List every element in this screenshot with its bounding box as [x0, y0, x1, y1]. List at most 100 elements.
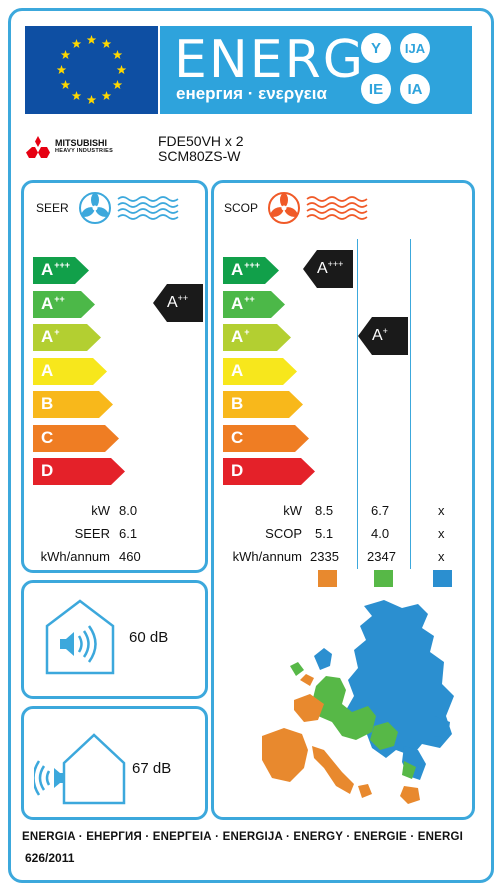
kwh-annum-value-warmer: 2335	[310, 549, 339, 564]
zone-swatch-average	[374, 570, 393, 587]
outdoor-noise-panel: 67 dB	[21, 706, 208, 820]
brand-line1: MITSUBISHI	[55, 138, 108, 148]
energy-class-arrow: D	[223, 458, 315, 485]
energy-header: ENERG енергия · ενεργεια Y IJA IE IA	[160, 26, 472, 114]
indoor-speaker-icon	[45, 599, 115, 675]
brand: MITSUBISHI HEAVY INDUSTRIES	[25, 136, 113, 158]
regulation-number: 626/2011	[25, 851, 75, 865]
scop-value-average: 4.0	[371, 526, 390, 541]
scop-rating-label: A+++	[317, 259, 344, 277]
eu-star	[86, 95, 97, 105]
energy-class-arrow: A	[223, 357, 297, 385]
energy-class-label: B	[41, 394, 54, 413]
energy-class-label: A++	[41, 293, 65, 313]
suffix-badge: IJA	[400, 33, 430, 63]
eu-flag	[25, 26, 158, 114]
kw-label: kW	[283, 503, 302, 518]
indoor-noise-panel: 60 dB	[21, 580, 208, 699]
model-names: FDE50VH x 2 SCM80ZS-W	[158, 134, 244, 164]
europe-climate-map-icon	[262, 600, 454, 804]
scop-title: SCOP	[224, 201, 259, 215]
seer-value: 6.1	[119, 526, 138, 541]
zone-divider	[357, 239, 358, 569]
scop-rating-tag-average: A+	[358, 317, 408, 355]
eu-star	[71, 90, 82, 101]
eu-star	[86, 35, 97, 45]
energy-class-arrow: A+++	[223, 257, 279, 284]
energy-class-arrow: A	[33, 357, 107, 385]
kwh-annum-label: kWh/annum	[232, 549, 302, 564]
energy-class-label: A	[231, 360, 244, 380]
heating-panel: SCOP A+++ A++ A+ A B C D A+++ A+ kW 8.5 6.7 x …	[211, 180, 475, 820]
zone-swatch-colder	[433, 570, 452, 587]
fan-cooling-icon	[79, 192, 179, 224]
brand-line2: HEAVY INDUSTRIES	[55, 148, 114, 154]
energy-class-label: A++	[231, 293, 255, 313]
kwh-annum-value-average: 2347	[367, 549, 396, 564]
suffix-badge: IA	[400, 74, 430, 104]
kwh-annum-label: kWh/annum	[40, 549, 110, 564]
scop-value-colder: x	[438, 526, 445, 541]
fan-heating-icon	[268, 192, 368, 224]
eu-star	[112, 80, 123, 90]
energy-class-arrow: B	[33, 391, 113, 418]
energy-class-arrow: A+	[33, 324, 101, 351]
scop-rating-tag-warmer: A+++	[303, 250, 353, 288]
energy-class-label: D	[41, 461, 54, 480]
kw-value: 8.0	[119, 503, 138, 518]
seer-rating-label: A++	[167, 293, 189, 311]
eu-star	[116, 65, 127, 75]
energy-languages-line: ENERGIA · ЕНЕРГИЯ · ΕΝΕΡΓΕΙΑ · ENERGIJA …	[22, 831, 464, 843]
energy-class-label: D	[231, 461, 244, 480]
outdoor-speaker-icon	[34, 733, 126, 805]
model-indoor: FDE50VH x 2	[158, 133, 244, 149]
kw-value-warmer: 8.5	[315, 503, 334, 518]
zone-swatch-warmer	[318, 570, 337, 587]
eu-star	[60, 50, 71, 60]
energy-class-arrow: A+++	[33, 257, 89, 284]
energy-class-label: A+++	[231, 260, 261, 279]
seer-label: SEER	[74, 526, 110, 541]
kw-label: kW	[91, 503, 110, 518]
energy-class-label: C	[231, 427, 244, 447]
kwh-annum-value: 460	[119, 549, 141, 564]
energy-class-label: A+	[41, 327, 60, 346]
energy-class-label: A	[41, 360, 54, 380]
energy-title: ENERG	[174, 30, 366, 90]
eu-star	[60, 80, 71, 90]
suffix-badge: Y	[361, 33, 391, 63]
energy-class-arrow: C	[223, 424, 309, 452]
three-diamond-logo-icon	[26, 136, 50, 158]
zone-divider	[410, 239, 411, 569]
eu-star	[112, 50, 123, 60]
energy-class-arrow: B	[223, 391, 303, 418]
energy-class-arrow: A++	[223, 290, 285, 318]
brand-name: MITSUBISHI HEAVY INDUSTRIES	[55, 139, 113, 155]
kw-value-average: 6.7	[371, 503, 390, 518]
eu-star	[71, 39, 82, 49]
seer-title: SEER	[36, 201, 69, 215]
energy-class-arrow: A++	[33, 290, 95, 318]
energy-class-label: A+++	[41, 260, 71, 279]
energy-class-label: A+	[231, 327, 250, 346]
eu-star	[56, 65, 67, 75]
eu-star	[101, 39, 112, 49]
scop-label: SCOP	[265, 526, 302, 541]
kwh-annum-value-colder: x	[438, 549, 445, 564]
energy-class-arrow: A+	[223, 324, 291, 351]
energy-subtitle: енергия · ενεργεια	[176, 84, 327, 103]
eu-stars-icon	[56, 35, 127, 105]
outdoor-noise-value: 67 dB	[132, 760, 172, 777]
energy-class-label: C	[41, 427, 54, 447]
kw-value-colder: x	[438, 503, 445, 518]
scop-value-warmer: 5.1	[315, 526, 334, 541]
energy-class-arrow: D	[33, 458, 125, 485]
model-outdoor: SCM80ZS-W	[158, 148, 241, 164]
seer-rating-tag: A++	[153, 284, 203, 322]
scop-rating-label: A+	[372, 326, 388, 344]
energy-class-label: B	[231, 394, 244, 413]
energy-class-arrow: C	[33, 424, 119, 452]
cooling-panel: SEER A+++ A++ A+ A B C D A++ kW 8.0 SEER 6.1 k…	[21, 180, 208, 573]
suffix-badge: IE	[361, 74, 391, 104]
eu-star	[101, 90, 112, 101]
